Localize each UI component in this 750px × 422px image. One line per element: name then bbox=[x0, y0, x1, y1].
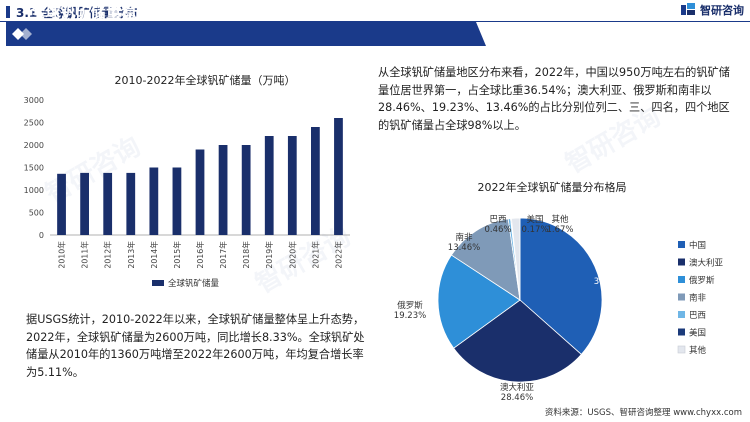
legend-label: 其他 bbox=[689, 345, 707, 356]
legend-swatch bbox=[678, 276, 685, 283]
legend-swatch bbox=[678, 241, 685, 248]
diamond-icon-2 bbox=[20, 28, 32, 40]
slice-name-label: 巴西 bbox=[489, 215, 506, 225]
bar bbox=[334, 118, 343, 235]
bar bbox=[57, 173, 66, 235]
pie-slice bbox=[437, 254, 521, 349]
pie-slice bbox=[519, 217, 603, 355]
bar bbox=[149, 167, 159, 235]
x-tick-label: 2019年 bbox=[264, 241, 274, 269]
slice-name-label: 美国 bbox=[526, 214, 543, 225]
bar bbox=[103, 172, 113, 235]
y-tick-label: 2000 bbox=[24, 141, 44, 150]
slice-percent-label: 0.17% bbox=[521, 225, 548, 235]
y-tick-label: 500 bbox=[29, 209, 44, 218]
legend-swatch bbox=[678, 293, 685, 301]
y-tick-label: 2500 bbox=[24, 119, 44, 128]
left-paragraph: 据USGS统计，2010-2022年以来，全球钒矿储量整体呈上升态势，2022年… bbox=[26, 313, 365, 379]
bar bbox=[241, 145, 251, 235]
legend-label: 澳大利亚 bbox=[689, 258, 724, 269]
legend-swatch bbox=[152, 280, 164, 286]
section-marker bbox=[6, 6, 10, 18]
legend-label: 中国 bbox=[689, 240, 706, 251]
section-title-text: 3.1 全球钒矿储量分布 bbox=[16, 5, 138, 20]
legend-label: 俄罗斯 bbox=[689, 275, 715, 286]
x-tick-label: 2014年 bbox=[149, 241, 159, 269]
y-tick-label: 0 bbox=[39, 231, 44, 240]
slice-name-label: 澳大利亚 bbox=[500, 382, 535, 393]
diamond-icon bbox=[12, 28, 24, 40]
slice-percent-label: 13.46% bbox=[448, 243, 480, 253]
x-tick-label: 2021年 bbox=[310, 241, 320, 269]
pie-slice bbox=[453, 299, 582, 383]
slice-percent-label: 28.46% bbox=[501, 393, 533, 403]
right-paragraph: 从全球钒矿储量地区分布来看，2022年，中国以950万吨左右的钒矿储量位居世界第… bbox=[378, 66, 730, 132]
legend-label: 南非 bbox=[689, 293, 707, 304]
legend-label: 美国 bbox=[689, 328, 706, 339]
x-tick-label: 2022年 bbox=[333, 241, 343, 269]
x-tick-label: 2011年 bbox=[80, 241, 90, 269]
brand-name: 智研咨询 bbox=[700, 4, 744, 17]
bar-chart-title: 2010-2022年全球钒矿储量（万吨） bbox=[114, 74, 296, 87]
x-tick-label: 2020年 bbox=[287, 241, 297, 269]
pie-slice bbox=[510, 217, 521, 301]
section-title: 3.1 全球钒矿储量分布 bbox=[6, 3, 137, 21]
source-note: 资料来源：USGS、智研咨询整理 www.chyxx.com bbox=[544, 408, 742, 418]
slice-name-label: 南非 bbox=[455, 232, 473, 243]
slice-name-label: 中国 bbox=[601, 266, 618, 277]
bar bbox=[80, 172, 89, 235]
brand-logo-icon bbox=[681, 3, 695, 15]
y-tick-label: 3000 bbox=[24, 96, 44, 105]
legend-swatch bbox=[678, 328, 685, 336]
y-tick-label: 1500 bbox=[24, 164, 44, 173]
pie-chart-title: 2022年全球钒矿储量分布格局 bbox=[477, 181, 627, 194]
x-tick-label: 2010年 bbox=[57, 241, 67, 269]
x-tick-label: 2018年 bbox=[241, 241, 251, 269]
bar bbox=[287, 136, 297, 235]
bar bbox=[126, 172, 136, 235]
pie-chart: 中国36.54%澳大利亚28.46%俄罗斯19.23%南非13.46%巴西0.4… bbox=[394, 214, 724, 403]
legend-swatch bbox=[678, 311, 685, 318]
legend-label: 巴西 bbox=[689, 311, 706, 321]
x-tick-label: 2016年 bbox=[195, 241, 205, 269]
bar bbox=[264, 136, 274, 235]
legend-swatch bbox=[677, 345, 686, 354]
legend-label: 全球钒矿储量 bbox=[168, 278, 220, 289]
x-tick-label: 2013年 bbox=[126, 241, 136, 269]
bar-chart: 0 500 1000 1500 2000 2500 3000 2010年 2011年 2012年 2… bbox=[24, 96, 350, 289]
pie-slice bbox=[450, 218, 521, 301]
title-banner bbox=[6, 22, 486, 46]
bar bbox=[195, 149, 205, 235]
legend-swatch bbox=[678, 258, 685, 266]
x-tick-label: 2015年 bbox=[172, 241, 182, 269]
slice-percent-label: 0.46% bbox=[484, 225, 511, 235]
bar bbox=[311, 127, 320, 235]
slice-percent-label: 36.54% bbox=[594, 277, 626, 287]
bar bbox=[218, 145, 228, 235]
slice-percent-label: 1.67% bbox=[546, 225, 573, 235]
brand: 智研咨询 bbox=[680, 2, 744, 18]
y-tick-label: 1000 bbox=[24, 186, 44, 195]
header-rule bbox=[0, 21, 750, 22]
x-tick-label: 2012年 bbox=[103, 241, 113, 269]
slice-name-label: 俄罗斯 bbox=[397, 300, 423, 311]
bar bbox=[172, 167, 182, 235]
slice-name-label: 其他 bbox=[551, 214, 569, 225]
x-tick-label: 2017年 bbox=[218, 241, 228, 269]
banner-title: 全球钒矿储量稳定增长，储量CR4高达98% bbox=[30, 3, 329, 21]
slice-percent-label: 19.23% bbox=[394, 311, 426, 321]
